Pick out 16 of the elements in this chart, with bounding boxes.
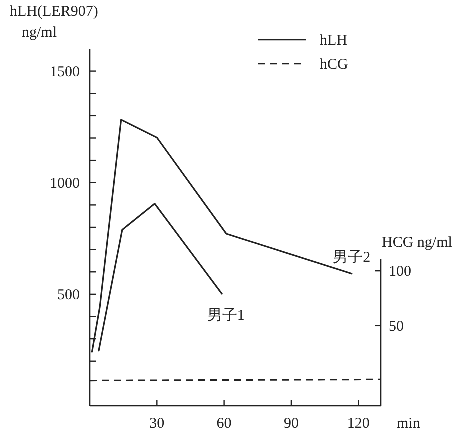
y-tick-label: 1000 bbox=[50, 176, 80, 192]
y-tick-label: 1500 bbox=[50, 64, 80, 80]
x-tick-label: 120 bbox=[347, 416, 370, 431]
y-axis-title: hLH(LER907) ng/ml bbox=[10, 4, 98, 41]
y2-tick-label: 100 bbox=[389, 264, 412, 280]
x-tick-label: 90 bbox=[284, 416, 299, 431]
x-tick-label: 30 bbox=[150, 416, 165, 431]
annotation: 男子2 bbox=[333, 250, 371, 266]
y2-axis-title: HCG ng/ml bbox=[382, 235, 452, 251]
y-tick-label: 500 bbox=[58, 287, 80, 304]
legend-label: hCG bbox=[320, 57, 349, 73]
y2-tick-label: 50 bbox=[389, 318, 404, 335]
x-tick-label: 60 bbox=[216, 416, 232, 431]
x-axis-title: min bbox=[397, 416, 421, 431]
annotation: 男子1 bbox=[207, 308, 245, 324]
legend-label: hLH bbox=[320, 33, 348, 49]
